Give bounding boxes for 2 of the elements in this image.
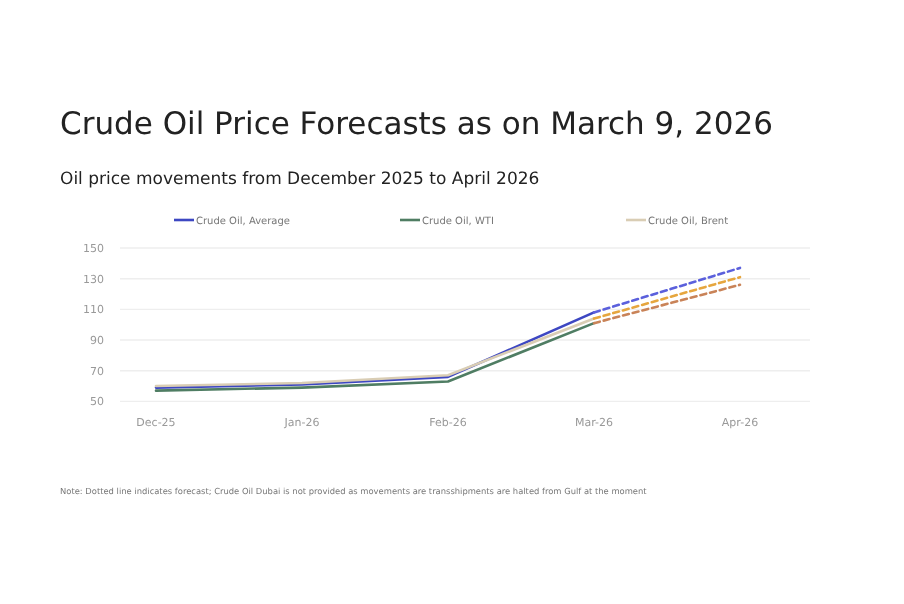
chart-title: Crude Oil Price Forecasts as on March 9, 2026 (60, 106, 773, 142)
chart-subtitle: Oil price movements from December 2025 to April 2026 (60, 170, 540, 190)
